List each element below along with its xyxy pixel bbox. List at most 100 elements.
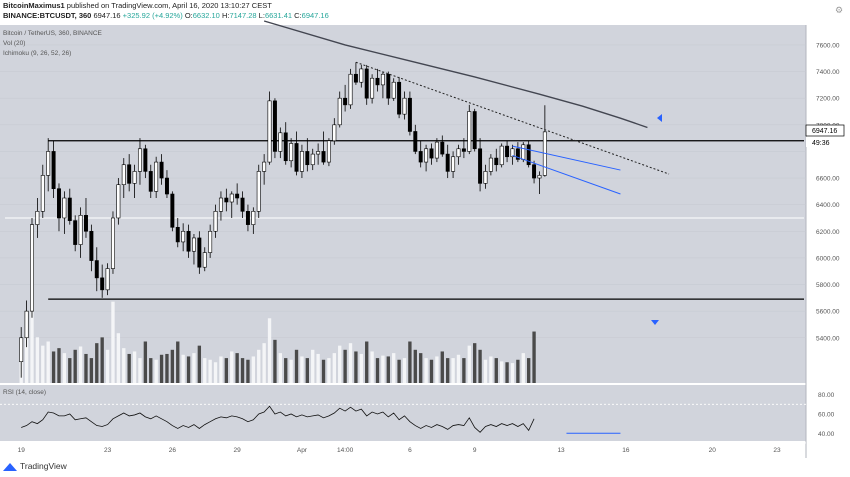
volume-bar — [467, 345, 471, 383]
candle-bullish — [46, 151, 51, 176]
volume-bar — [354, 351, 358, 383]
volume-bar — [419, 353, 423, 383]
low-value: 6631.41 — [264, 11, 293, 20]
volume-bar — [483, 359, 488, 383]
candle-bearish — [89, 230, 94, 261]
candle-bullish — [310, 153, 315, 166]
price-tick-label: 7400.00 — [816, 69, 840, 76]
time-tick-label: 9 — [473, 447, 477, 454]
candle-bullish — [78, 215, 83, 245]
volume-bar — [446, 358, 450, 383]
candle-bearish — [397, 81, 402, 115]
rsi-pane-background — [0, 385, 806, 441]
volume-bar — [375, 358, 380, 383]
candles — [19, 62, 547, 378]
candle-bearish — [143, 148, 148, 172]
publish-line: BitcoinMaximus1 published on TradingView… — [3, 1, 272, 10]
volume-bar — [181, 354, 185, 383]
volume-bar — [257, 349, 261, 383]
volume-bar — [62, 353, 67, 383]
candle-bullish — [24, 310, 29, 339]
time-tick-label: 20 — [709, 447, 717, 454]
rsi-tick-label: 80.00 — [818, 392, 835, 399]
legend-title: Bitcoin / TetherUS, 360, BINANCE — [3, 30, 103, 37]
candle-bullish — [35, 211, 40, 225]
candle-bearish — [283, 132, 288, 162]
volume-bar — [84, 353, 88, 383]
candle-bearish — [159, 161, 164, 179]
candle-bearish — [73, 220, 78, 245]
volume-bar — [365, 341, 369, 383]
candle-bullish — [137, 148, 142, 172]
volume-bar — [316, 353, 320, 383]
volume-bar — [305, 358, 309, 383]
candle-bullish — [262, 161, 267, 172]
volume-bar — [392, 353, 396, 383]
volume-bar — [478, 349, 482, 383]
price-change: +325.92 (+4.92%) — [122, 11, 183, 20]
volume-bar — [219, 356, 223, 383]
candle-bullish — [332, 124, 337, 142]
volume-bar — [122, 348, 126, 383]
volume-bar — [251, 356, 256, 383]
time-tick-label: 19 — [18, 447, 26, 454]
volume-bar — [68, 358, 72, 383]
candle-bearish — [440, 141, 445, 155]
volume-bar — [73, 349, 77, 383]
footer-brand: TradingView — [20, 461, 67, 471]
close-label: C: — [294, 11, 302, 20]
rsi-polyline — [21, 405, 535, 433]
wedge-upper-line — [512, 145, 621, 171]
candle-bullish — [202, 252, 207, 268]
volume-bar — [240, 358, 245, 383]
candle-bullish — [229, 193, 234, 203]
candle-bullish — [483, 171, 488, 184]
time-tick-label: 23 — [104, 447, 112, 454]
volume-bar — [505, 362, 509, 383]
candle-bearish — [472, 111, 477, 150]
candle-bearish — [175, 226, 180, 243]
volume-bar — [397, 359, 401, 383]
legend-ichimoku: Ichimoku (9, 26, 52, 26) — [3, 50, 71, 57]
countdown-tag — [806, 137, 844, 147]
time-tick-label: 13 — [557, 447, 565, 454]
candle-bearish — [245, 211, 250, 225]
volume-bar — [262, 343, 266, 383]
tradingview-logo-icon — [3, 462, 17, 471]
volume-bar — [165, 353, 169, 383]
candle-bearish — [57, 188, 61, 219]
volume-bar — [462, 358, 466, 383]
trendlines — [263, 20, 670, 195]
low-label: L: — [258, 11, 265, 20]
price-tick-label: 5600.00 — [816, 309, 840, 316]
volume-bar — [473, 343, 477, 383]
volume-bar — [100, 337, 104, 383]
settings-gear-icon[interactable]: ⚙ — [835, 6, 843, 16]
candle-bearish — [148, 171, 153, 192]
volume-bar — [456, 354, 461, 383]
candle-bearish — [353, 73, 358, 83]
price-tick-label: 6200.00 — [816, 229, 840, 236]
volume-bar — [138, 358, 142, 383]
candle-bullish — [181, 230, 186, 243]
volume-bar — [24, 333, 29, 383]
arrow-left-marker — [657, 114, 662, 122]
volume-bar — [278, 353, 283, 383]
candle-bullish — [488, 157, 493, 172]
volume-bar — [78, 346, 83, 383]
volume-bar — [111, 301, 115, 383]
price-tick-label: 5800.00 — [816, 282, 840, 289]
volume-bar — [132, 351, 137, 383]
volume-bar — [500, 361, 504, 383]
candle-bearish — [51, 151, 56, 189]
volume-bar — [381, 355, 385, 383]
author-name: BitcoinMaximus1 — [3, 1, 65, 10]
candle-bullish — [510, 148, 515, 158]
candle-bearish — [445, 153, 450, 172]
volume-bar — [176, 341, 180, 383]
candle-bullish — [40, 175, 45, 212]
volume-bar — [408, 341, 412, 383]
candle-bullish — [289, 143, 294, 162]
volume-bar — [267, 318, 272, 383]
